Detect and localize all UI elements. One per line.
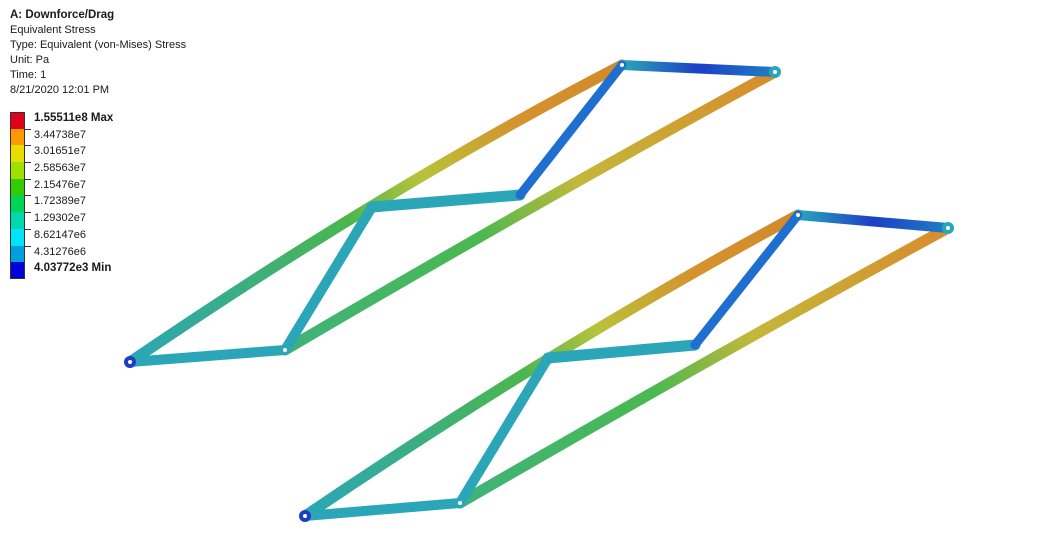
legend-row: 2.15476e7: [10, 178, 86, 196]
diagonal: [455, 353, 553, 508]
end-bar-right: [793, 210, 953, 233]
legend-swatch: [10, 245, 25, 263]
legend-label: 2.58563e7: [34, 162, 86, 175]
truss-lower[interactable]: [299, 209, 954, 522]
legend-row: 2.58563e7: [10, 162, 86, 179]
legend-label: 3.44738e7: [34, 128, 86, 141]
legend-label: 1.72389e7: [34, 195, 86, 208]
pin-hole: [620, 63, 624, 67]
pin-hole: [946, 226, 950, 230]
legend-tick: [25, 228, 31, 230]
diagonal: [690, 210, 803, 350]
legend-tick: [25, 212, 31, 214]
legend-swatch: [10, 128, 25, 146]
legend-row: 4.31276e6: [10, 245, 86, 263]
legend-row: 3.44738e7: [10, 128, 86, 146]
end-bar-left: [125, 345, 290, 367]
legend-tick: [25, 162, 31, 164]
pin-hole: [128, 360, 132, 364]
diagonal: [280, 202, 377, 355]
legend-tick: [25, 178, 31, 180]
top-chord: [124, 59, 628, 368]
contour-legend[interactable]: 1.55511e8 Max 3.44738e7 3.01651e7 2.5856…: [10, 112, 113, 279]
legend-tick: [25, 245, 31, 247]
legend-swatch: [10, 195, 25, 213]
bottom-chord: [454, 222, 954, 509]
legend-label-min: 4.03772e3 Min: [34, 262, 112, 275]
legend-swatch: [10, 162, 25, 179]
result-info-panel: A: Downforce/Drag Equivalent Stress Type…: [10, 8, 186, 98]
legend-label: 3.01651e7: [34, 145, 86, 158]
pin-hole: [773, 70, 777, 74]
result-name: Equivalent Stress: [10, 24, 96, 36]
legend-tick: [25, 195, 31, 197]
legend-label: 1.29302e7: [34, 212, 86, 225]
analysis-title: A: Downforce/Drag: [10, 9, 115, 21]
truss-upper[interactable]: [124, 59, 781, 368]
top-chord: [299, 209, 804, 522]
cross-member: [366, 189, 526, 213]
result-time: Time: 1: [10, 69, 47, 81]
pin-hole: [303, 514, 307, 518]
legend-label-max: 1.55511e8 Max: [34, 112, 114, 124]
legend-row-min: 4.03772e3 Min: [10, 262, 111, 279]
pin-hole: [458, 501, 462, 505]
end-bar-right: [617, 60, 780, 77]
legend-swatch: [10, 228, 25, 246]
cross-member: [542, 339, 701, 364]
pin-hole: [283, 348, 287, 352]
legend-row-max: 1.55511e8 Max: [10, 112, 113, 129]
bottom-chord: [279, 66, 781, 356]
legend-row: 1.29302e7: [10, 212, 86, 229]
result-unit: Unit: Pa: [10, 54, 50, 66]
pin-hole: [796, 213, 800, 217]
result-type: Type: Equivalent (von-Mises) Stress: [10, 39, 187, 51]
legend-tick: [25, 145, 31, 147]
legend-label: 4.31276e6: [34, 245, 86, 258]
legend-row: 8.62147e6: [10, 228, 86, 246]
end-bar-left: [300, 498, 465, 521]
legend-row: 1.72389e7: [10, 195, 86, 213]
result-datetime: 8/21/2020 12:01 PM: [10, 84, 110, 96]
legend-label: 8.62147e6: [34, 228, 86, 241]
legend-row: 3.01651e7: [10, 145, 86, 163]
legend-swatch: [10, 112, 25, 129]
legend-swatch: [10, 145, 25, 163]
legend-swatch: [10, 178, 25, 196]
diagonal: [515, 60, 627, 200]
legend-label: 2.15476e7: [34, 178, 86, 191]
legend-tick: [25, 128, 31, 130]
legend-swatch: [10, 212, 25, 229]
legend-swatch: [10, 262, 25, 279]
